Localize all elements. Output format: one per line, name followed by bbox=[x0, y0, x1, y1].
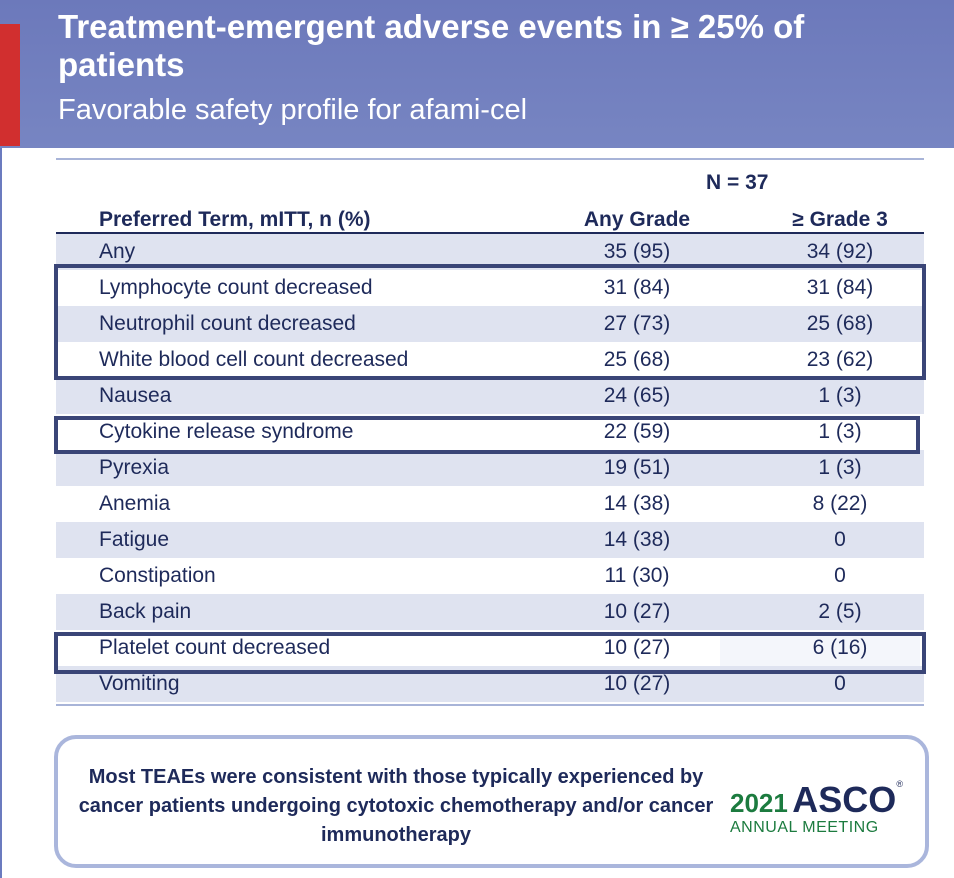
row-term: Fatigue bbox=[99, 528, 170, 551]
row-grade3: 0 bbox=[834, 528, 846, 551]
logo-subtitle: ANNUAL MEETING bbox=[730, 819, 879, 836]
row-grade3: 6 (16) bbox=[812, 636, 868, 659]
row-any-grade: 24 (65) bbox=[603, 384, 671, 407]
row-term: Any bbox=[99, 240, 136, 263]
row-grade3: 1 (3) bbox=[818, 456, 862, 479]
logo-trademark-icon: ® bbox=[896, 779, 903, 789]
row-grade3: 1 (3) bbox=[818, 384, 862, 407]
table-row: Fatigue 14 (38) 0 bbox=[56, 522, 924, 558]
slide-left-edge bbox=[0, 0, 2, 878]
row-any-grade: 22 (59) bbox=[603, 420, 671, 443]
row-term: Back pain bbox=[99, 600, 192, 623]
table-row: Nausea 24 (65) 1 (3) bbox=[56, 378, 924, 414]
table-row: Lymphocyte count decreased 31 (84) 31 (8… bbox=[56, 270, 924, 306]
row-term: Platelet count decreased bbox=[99, 636, 331, 659]
row-any-grade: 11 (30) bbox=[604, 564, 670, 587]
callout-box: Most TEAEs were consistent with those ty… bbox=[54, 735, 929, 868]
row-grade3: 25 (68) bbox=[806, 312, 874, 335]
asco-logo: 2021 ASCO® ANNUAL MEETING bbox=[730, 779, 910, 837]
row-any-grade: 35 (95) bbox=[603, 240, 671, 263]
table-row: Neutrophil count decreased 27 (73) 25 (6… bbox=[56, 306, 924, 342]
header-accent-bar bbox=[0, 24, 20, 146]
row-term: Nausea bbox=[99, 384, 172, 407]
row-grade3: 2 (5) bbox=[818, 600, 862, 623]
row-any-grade: 19 (51) bbox=[603, 456, 671, 479]
row-grade3: 34 (92) bbox=[806, 240, 874, 263]
logo-year: 2021 bbox=[730, 788, 788, 818]
row-grade3: 0 bbox=[834, 672, 846, 695]
table-bottom-rule bbox=[56, 704, 924, 706]
row-any-grade: 10 (27) bbox=[603, 672, 671, 695]
table-row: Platelet count decreased 10 (27) 6 (16) bbox=[56, 630, 924, 666]
table-row: Pyrexia 19 (51) 1 (3) bbox=[56, 450, 924, 486]
row-grade3: 0 bbox=[834, 564, 846, 587]
slide-subtitle: Favorable safety profile for afami-cel bbox=[58, 94, 528, 126]
table-row: Back pain 10 (27) 2 (5) bbox=[56, 594, 924, 630]
table-row: Anemia 14 (38) 8 (22) bbox=[56, 486, 924, 522]
row-any-grade: 31 (84) bbox=[603, 276, 671, 299]
n-label: N = 37 bbox=[706, 171, 769, 194]
highlight-box-crs bbox=[54, 416, 920, 454]
row-term: White blood cell count decreased bbox=[99, 348, 409, 371]
row-term: Vomiting bbox=[99, 672, 180, 695]
row-any-grade: 14 (38) bbox=[603, 492, 671, 515]
row-any-grade: 14 (38) bbox=[603, 528, 671, 551]
row-grade3: 23 (62) bbox=[806, 348, 874, 371]
highlight-box-platelet bbox=[54, 632, 926, 674]
row-term: Lymphocyte count decreased bbox=[99, 276, 373, 299]
row-term: Neutrophil count decreased bbox=[99, 312, 356, 335]
header-rule bbox=[56, 232, 924, 234]
row-term: Anemia bbox=[99, 492, 171, 515]
row-any-grade: 10 (27) bbox=[603, 600, 671, 623]
row-grade3: 31 (84) bbox=[806, 276, 874, 299]
logo-name: ASCO bbox=[792, 779, 897, 820]
table-row: Constipation 11 (30) 0 bbox=[56, 558, 924, 594]
slide-title: Treatment-emergent adverse events in ≥ 2… bbox=[58, 8, 805, 83]
row-grade3: 1 (3) bbox=[818, 420, 862, 443]
row-any-grade: 27 (73) bbox=[603, 312, 671, 335]
column-header-grade3: ≥ Grade 3 bbox=[792, 208, 888, 231]
row-grade3: 8 (22) bbox=[812, 492, 868, 515]
table-row: White blood cell count decreased 25 (68)… bbox=[56, 342, 924, 378]
table-row: Cytokine release syndrome 22 (59) 1 (3) bbox=[56, 414, 924, 450]
row-term: Constipation bbox=[99, 564, 216, 587]
highlight-cell bbox=[720, 632, 920, 668]
table-top-rule bbox=[56, 158, 924, 160]
row-any-grade: 10 (27) bbox=[603, 636, 671, 659]
row-term: Cytokine release syndrome bbox=[99, 420, 354, 443]
column-header-any-grade: Any Grade bbox=[583, 208, 691, 231]
row-any-grade: 25 (68) bbox=[603, 348, 671, 371]
slide-header: Treatment-emergent adverse events in ≥ 2… bbox=[0, 0, 954, 148]
column-header-term: Preferred Term, mITT, n (%) bbox=[99, 208, 371, 231]
highlight-box-blood-counts bbox=[54, 264, 926, 380]
row-term: Pyrexia bbox=[99, 456, 170, 479]
callout-text: Most TEAEs were consistent with those ty… bbox=[78, 766, 714, 846]
